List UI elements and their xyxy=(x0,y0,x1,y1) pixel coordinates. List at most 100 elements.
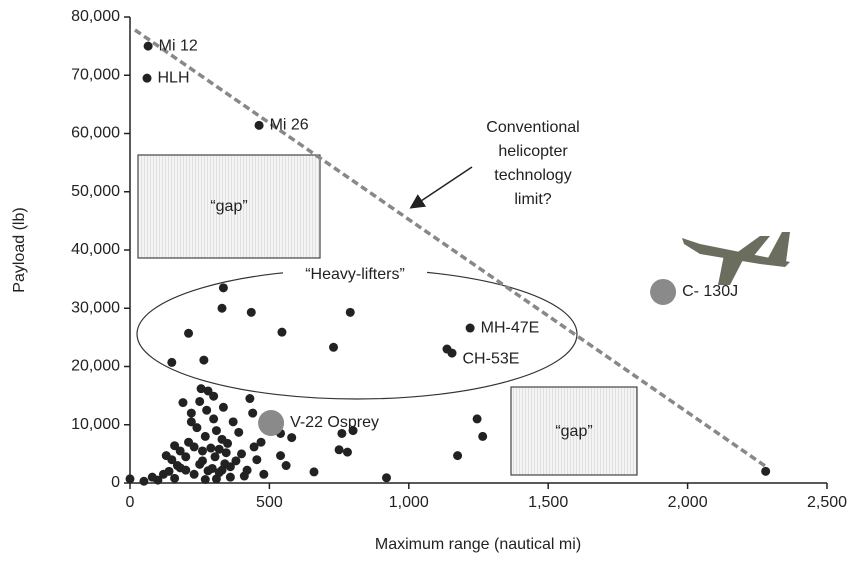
data-point xyxy=(199,355,209,365)
data-point xyxy=(195,459,205,469)
annotation: helicopter xyxy=(498,143,568,160)
data-point xyxy=(277,327,287,337)
annotation: “gap” xyxy=(555,423,592,440)
data-point xyxy=(200,431,210,441)
annotation: technology xyxy=(494,167,571,184)
data-point xyxy=(186,417,196,427)
data-point xyxy=(234,427,244,437)
data-point xyxy=(178,398,188,408)
data-point xyxy=(211,426,221,436)
data-point xyxy=(276,451,286,461)
data-point xyxy=(217,303,227,313)
data-point xyxy=(254,120,264,130)
data-point xyxy=(309,467,319,477)
x-tick-label: 1,000 xyxy=(389,494,429,511)
data-point xyxy=(195,396,205,406)
data-point xyxy=(453,451,463,461)
annotation: “gap” xyxy=(210,198,247,215)
data-point xyxy=(259,469,269,479)
data-point xyxy=(170,473,180,483)
data-point xyxy=(223,438,233,448)
annotation: limit? xyxy=(514,191,551,208)
y-tick-label: 60,000 xyxy=(71,125,120,142)
data-point xyxy=(478,431,488,441)
y-tick-label: 80,000 xyxy=(71,8,120,25)
data-point xyxy=(472,414,482,424)
annotation: “Heavy-lifters” xyxy=(305,266,405,283)
x-tick-label: 2,500 xyxy=(807,494,847,511)
data-point xyxy=(225,472,235,482)
y-axis-title: Payload (lb) xyxy=(11,207,28,292)
point-label: HLH xyxy=(158,69,190,86)
data-point xyxy=(142,73,152,83)
point-label: CH-53E xyxy=(463,350,520,367)
data-point xyxy=(143,41,153,51)
annotation: Conventional xyxy=(486,119,579,136)
point-label: Mi 26 xyxy=(270,117,309,134)
data-point xyxy=(442,344,452,354)
data-point xyxy=(184,328,194,338)
data-point xyxy=(242,465,252,475)
y-tick-label: 20,000 xyxy=(71,358,120,375)
data-point xyxy=(161,451,171,461)
data-point xyxy=(225,462,235,472)
data-point xyxy=(189,469,199,479)
data-point xyxy=(381,473,391,483)
data-point xyxy=(153,475,163,485)
data-point xyxy=(186,408,196,418)
data-point xyxy=(210,452,220,462)
data-point xyxy=(249,442,259,452)
data-point xyxy=(181,452,191,462)
data-point xyxy=(175,463,185,473)
data-point xyxy=(203,466,213,476)
data-point xyxy=(258,410,285,437)
y-tick-label: 70,000 xyxy=(71,66,120,83)
data-point xyxy=(256,437,266,447)
airplane xyxy=(682,232,790,285)
data-point xyxy=(217,465,227,475)
data-point xyxy=(237,449,247,459)
limit-line xyxy=(134,28,769,470)
data-point xyxy=(197,446,207,456)
x-tick-label: 1,500 xyxy=(528,494,568,511)
data-point xyxy=(211,474,221,484)
data-point xyxy=(761,466,771,476)
data-point xyxy=(345,307,355,317)
data-point xyxy=(170,441,180,451)
data-point xyxy=(218,283,228,293)
data-point xyxy=(650,278,677,305)
data-point xyxy=(329,342,339,352)
data-point xyxy=(248,408,258,418)
data-point xyxy=(221,448,231,458)
data-point xyxy=(200,475,210,485)
data-point xyxy=(218,402,228,412)
x-axis-title: Maximum range (nautical mi) xyxy=(375,536,581,553)
data-point xyxy=(167,357,177,367)
data-point xyxy=(348,426,358,436)
y-tick-label: 50,000 xyxy=(71,183,120,200)
gap-box xyxy=(137,154,321,259)
data-point xyxy=(209,391,219,401)
data-point xyxy=(465,323,475,333)
y-tick-label: 30,000 xyxy=(71,299,120,316)
label-bg xyxy=(283,263,427,285)
point-label: C- 130J xyxy=(682,283,738,300)
x-tick-label: 500 xyxy=(256,494,283,511)
data-point xyxy=(287,433,297,443)
data-point xyxy=(246,307,256,317)
data-point xyxy=(192,423,202,433)
data-point xyxy=(214,444,224,454)
data-point xyxy=(228,417,238,427)
data-point xyxy=(209,414,219,424)
data-point xyxy=(206,443,216,453)
data-point xyxy=(139,476,149,486)
y-tick-label: 10,000 xyxy=(71,416,120,433)
point-label: V-22 Osprey xyxy=(290,414,379,431)
data-point xyxy=(164,466,174,476)
gap-box xyxy=(510,386,638,476)
data-point xyxy=(189,442,199,452)
data-point xyxy=(334,445,344,455)
arrow xyxy=(409,166,473,209)
